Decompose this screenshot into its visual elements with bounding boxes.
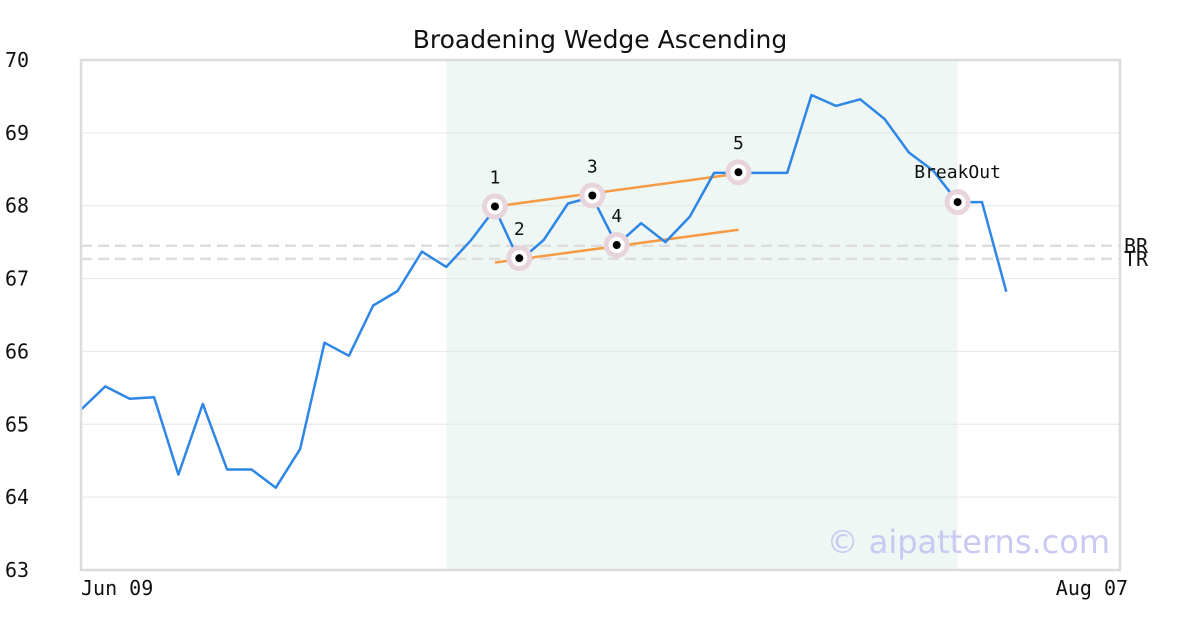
pivot-point xyxy=(515,254,524,263)
y-tick-label: 67 xyxy=(5,267,29,291)
x-tick-label: Aug 07 xyxy=(1056,576,1128,600)
x-axis-ticks: Jun 09 Aug 07 xyxy=(81,576,1128,600)
price-line xyxy=(80,93,1008,489)
reference-label-br: BR xyxy=(1124,234,1149,258)
pivot-label: 1 xyxy=(490,167,501,188)
pivot-label: 2 xyxy=(514,219,525,240)
pattern-band xyxy=(446,60,958,570)
pivot-label: 5 xyxy=(733,133,744,154)
gridline-layer xyxy=(81,132,1120,498)
x-tick-label: Jun 09 xyxy=(81,576,153,600)
pivot-point xyxy=(953,198,962,207)
pivot-point xyxy=(490,202,499,211)
pivot-label: BreakOut xyxy=(914,162,1001,183)
y-tick-label: 66 xyxy=(5,339,29,363)
pivot-label: 4 xyxy=(611,206,622,227)
y-tick-label: 70 xyxy=(5,48,29,72)
y-tick-label: 64 xyxy=(5,485,29,509)
pivot-point xyxy=(588,191,597,200)
y-tick-label: 68 xyxy=(5,194,29,218)
chart-title: Broadening Wedge Ascending xyxy=(413,25,788,54)
plot-frame xyxy=(79,58,1122,572)
watermark: © aipatterns.com xyxy=(827,523,1110,561)
y-tick-label: 69 xyxy=(5,121,29,145)
trend-line xyxy=(494,172,739,208)
pivot-label: 3 xyxy=(587,157,598,178)
series-layer xyxy=(80,93,1008,489)
y-tick-label: 63 xyxy=(5,558,29,582)
reference-label-tr: TR xyxy=(1124,247,1149,271)
pivot-point xyxy=(612,241,621,250)
pivot-point xyxy=(734,168,743,177)
y-axis-ticks: 63 64 65 66 67 68 69 70 xyxy=(5,48,29,582)
pivot-point-layer: 1 2 3 4 5 BreakOut xyxy=(481,133,1001,272)
y-tick-label: 65 xyxy=(5,412,29,436)
pattern-band-layer xyxy=(446,60,958,570)
